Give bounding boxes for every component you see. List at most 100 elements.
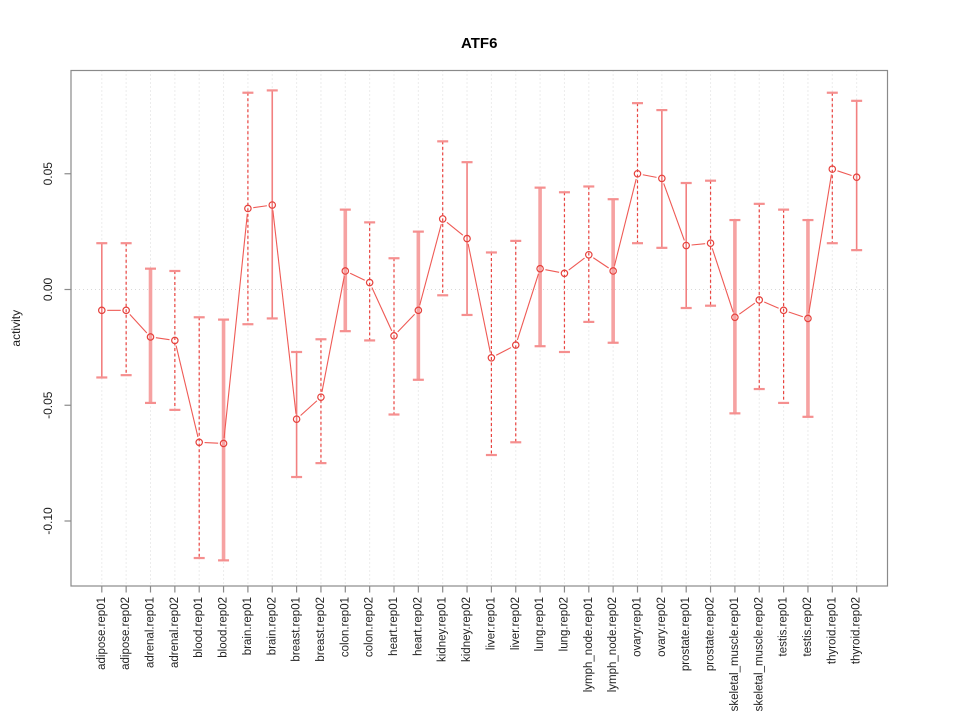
- data-point-marker: [438, 215, 447, 223]
- series-line-segment: [642, 174, 657, 178]
- x-tick-label: lung.rep01: [534, 597, 546, 651]
- x-tick-label: blood.rep01: [193, 597, 205, 658]
- y-tick-label: -0.05: [41, 391, 55, 419]
- x-tick-label: prostate.rep02: [705, 597, 717, 671]
- data-point-marker: [852, 173, 861, 182]
- x-tick-label: adipose.rep01: [96, 597, 108, 670]
- y-tick-label: 0.00: [41, 277, 55, 301]
- x-tick-label: brain.rep01: [242, 597, 254, 655]
- plot-border: [70, 69, 889, 587]
- series-line-segment: [613, 178, 637, 266]
- data-point-marker: [584, 250, 593, 259]
- data-point-marker: [341, 267, 350, 275]
- chart-title: ATF6: [461, 35, 497, 52]
- series-line-segment: [467, 243, 491, 353]
- y-axis-label: activity: [9, 310, 23, 347]
- x-tick-label: thyroid.rep01: [826, 597, 838, 664]
- data-point-marker: [804, 314, 812, 323]
- x-tick-label: skeletal_muscle.rep02: [753, 597, 765, 711]
- series-line-segment: [545, 269, 560, 273]
- data-point-marker: [146, 333, 155, 341]
- series-line-segment: [223, 213, 248, 439]
- data-point-marker: [292, 415, 301, 423]
- x-tick-label: liver.rep02: [510, 597, 522, 650]
- x-tick-label: lung.rep02: [558, 597, 570, 651]
- x-tick-label: adipose.rep02: [120, 597, 132, 670]
- data-point-marker: [463, 234, 471, 243]
- series-line-segment: [568, 257, 585, 271]
- data-point-marker: [755, 296, 764, 304]
- data-point-marker: [682, 241, 691, 250]
- series-line-segment: [711, 248, 734, 313]
- data-point-marker: [609, 267, 617, 275]
- data-point-marker: [706, 239, 715, 248]
- x-tick-label: prostate.rep01: [680, 597, 692, 671]
- data-point-marker: [98, 306, 106, 315]
- data-point-marker: [560, 269, 569, 278]
- data-point-marker: [268, 201, 277, 209]
- x-tick-label: ovary.rep01: [632, 597, 644, 657]
- series-line-segment: [175, 345, 199, 438]
- x-tick-label: testis.rep02: [802, 597, 814, 656]
- x-tick-label: adrenal.rep01: [145, 597, 157, 668]
- series-line-segment: [300, 400, 318, 416]
- data-point-marker: [633, 169, 642, 178]
- series-line-segment: [446, 221, 464, 236]
- data-point-marker: [511, 341, 520, 349]
- x-tick-label: heart.rep02: [412, 597, 424, 656]
- series-line-segment: [419, 223, 442, 306]
- x-tick-label: brain.rep02: [266, 597, 278, 655]
- data-point-marker: [779, 306, 788, 315]
- series-line-segment: [837, 170, 852, 177]
- x-tick-label: kidney.rep01: [437, 597, 449, 662]
- x-tick-label: breast.rep02: [315, 597, 327, 662]
- data-point-marker: [487, 353, 496, 362]
- series-line-segment: [397, 313, 416, 333]
- series-line-segment: [808, 174, 832, 314]
- series-line-segment: [763, 301, 779, 309]
- data-point-marker: [195, 438, 204, 447]
- series-line-segment: [349, 272, 366, 281]
- x-tick-label: kidney.rep02: [461, 597, 473, 662]
- data-point-marker: [122, 306, 130, 315]
- x-tick-label: heart.rep01: [388, 597, 400, 656]
- data-point-marker: [414, 306, 423, 315]
- data-point-marker: [317, 393, 325, 401]
- series-line-segment: [129, 313, 148, 334]
- x-tick-label: breast.rep01: [291, 597, 303, 662]
- series-line-segment: [738, 302, 756, 315]
- series-line-segment: [155, 337, 170, 341]
- data-point-marker: [731, 313, 739, 322]
- y-tick-label: 0.05: [41, 162, 55, 186]
- series-line-segment: [691, 243, 706, 246]
- data-point-marker: [244, 204, 252, 213]
- series-line-segment: [321, 276, 345, 392]
- series-line-segment: [663, 183, 685, 241]
- x-tick-label: colon.rep02: [364, 597, 376, 657]
- x-tick-label: skeletal_muscle.rep01: [729, 597, 741, 711]
- series-line-segment: [272, 210, 297, 414]
- series-line-segment: [788, 311, 803, 318]
- data-point-marker: [658, 174, 666, 183]
- data-point-marker: [828, 165, 837, 173]
- series-line-segment: [592, 257, 609, 269]
- x-tick-label: blood.rep02: [218, 597, 230, 658]
- x-tick-label: liver.rep01: [485, 597, 497, 650]
- data-point-marker: [390, 331, 398, 340]
- data-point-marker: [536, 264, 544, 273]
- x-tick-label: colon.rep01: [339, 597, 351, 657]
- y-tick-label: -0.10: [41, 507, 55, 535]
- series-line-segment: [516, 273, 539, 341]
- x-tick-label: ovary.rep02: [656, 597, 668, 657]
- data-point-marker: [171, 336, 179, 345]
- series-line-segment: [371, 287, 393, 332]
- series-line-segment: [253, 205, 267, 209]
- x-tick-label: adrenal.rep02: [169, 597, 181, 668]
- x-tick-label: lymph_node.rep01: [583, 597, 595, 692]
- data-point-marker: [219, 439, 228, 448]
- series-line-segment: [204, 441, 219, 444]
- x-tick-label: thyroid.rep02: [851, 597, 863, 664]
- data-point-marker: [365, 278, 374, 287]
